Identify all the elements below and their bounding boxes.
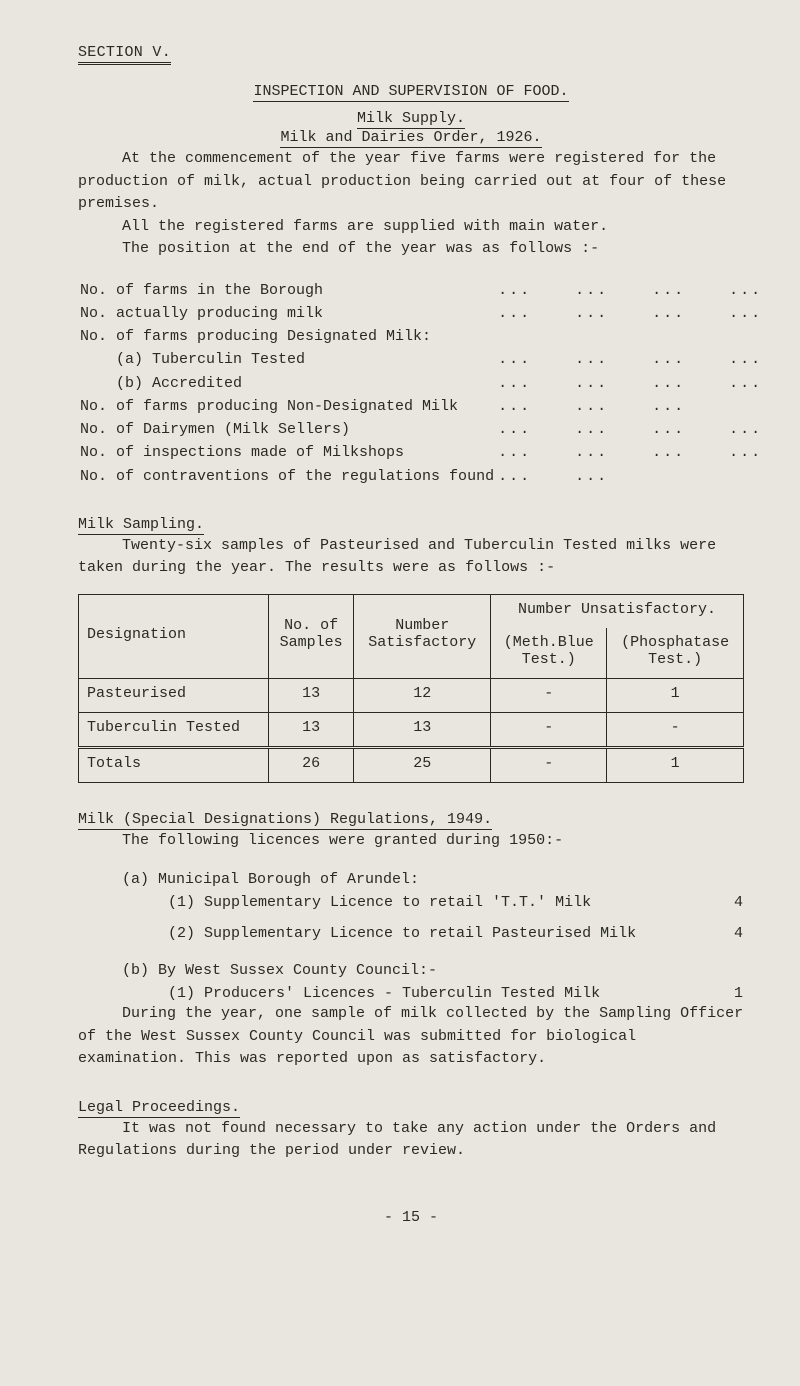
col-number-satisfactory: Number Satisfactory (354, 594, 491, 678)
para-legal: It was not found necessary to take any a… (78, 1118, 744, 1163)
para-intro: At the commencement of the year five far… (78, 148, 744, 216)
stats-row: No. of Dairymen (Milk Sellers)... ... ..… (78, 418, 800, 441)
col-number-l2: Satisfactory (368, 634, 476, 651)
stats-dots: ... ... ... (496, 395, 800, 418)
milk-regs-heading: Milk (Special Designations) Regulations,… (78, 811, 744, 830)
item-b: (b) By West Sussex County Council:- (78, 957, 744, 984)
col-phos: (Phosphatase Test.) (607, 628, 744, 679)
stats-row: (b) Accredited... ... ... ... ... ...1 (78, 372, 800, 395)
table-row: Pasteurised 13 12 - 1 (79, 678, 744, 712)
stats-row: No. of inspections made of Milkshops... … (78, 441, 800, 464)
item-b1-val: 1 (702, 984, 744, 1003)
cell-totals-meth: - (491, 747, 607, 782)
stats-dots: ... ... ... ... (496, 418, 800, 441)
legal-heading: Legal Proceedings. (78, 1099, 744, 1118)
para-licences: The following licences were granted duri… (78, 830, 744, 853)
cell-totals-satisfactory: 25 (354, 747, 491, 782)
stats-label: No. actually producing milk (78, 302, 496, 325)
cell-samples: 13 (268, 712, 354, 747)
milk-sampling-heading: Milk Sampling. (78, 516, 744, 535)
stats-label: No. of Dairymen (Milk Sellers) (78, 418, 496, 441)
title-dairies-order: Milk and Dairies Order, 1926. (78, 129, 744, 148)
stats-label: No. of contraventions of the regulations… (78, 465, 496, 488)
item-a2: (2) Supplementary Licence to retail Past… (78, 924, 702, 943)
milk-regs-heading-text: Milk (Special Designations) Regulations,… (78, 811, 492, 830)
stats-list: No. of farms in the Borough... ... ... .… (78, 279, 800, 488)
col-samples: No. of Samples (268, 594, 354, 678)
stats-label: No. of farms producing Non-Designated Mi… (78, 395, 496, 418)
para-supplied: All the registered farms are supplied wi… (78, 216, 744, 239)
stats-dots: ... ... (496, 465, 800, 488)
col-phos-l2: Test.) (648, 651, 702, 668)
stats-dots: ... ... ... ... ... ... (496, 372, 800, 395)
cell-totals-label: Totals (79, 747, 269, 782)
stats-dots: ... ... ... ... ... (496, 348, 800, 371)
para-sampling: Twenty-six samples of Pasteurised and Tu… (78, 535, 744, 580)
stats-row: (a) Tuberculin Tested... ... ... ... ...… (78, 348, 800, 371)
item-a: (a) Municipal Borough of Arundel: (78, 866, 744, 893)
title-milk-supply: Milk Supply. (78, 110, 744, 129)
stats-dots: ... ... ... ... ... (496, 279, 800, 302)
item-b1: (1) Producers' Licences - Tuberculin Tes… (78, 984, 702, 1003)
milk-sampling-heading-text: Milk Sampling. (78, 516, 204, 535)
item-a1-val: 4 (702, 893, 744, 912)
col-number-l1: Number (395, 617, 449, 634)
cell-meth: - (491, 712, 607, 747)
item-a2-val: 4 (702, 924, 744, 943)
stats-dots (496, 325, 800, 348)
stats-row: No. of farms in the Borough... ... ... .… (78, 279, 800, 302)
stats-label: No. of farms producing Designated Milk: (78, 325, 496, 348)
table-totals-row: Totals 26 25 - 1 (79, 747, 744, 782)
cell-meth: - (491, 678, 607, 712)
col-meth-l1: (Meth.Blue (504, 634, 594, 651)
col-meth-l2: Test.) (522, 651, 576, 668)
item-a1: (1) Supplementary Licence to retail 'T.T… (78, 893, 702, 912)
stats-label: (a) Tuberculin Tested (78, 348, 496, 371)
cell-satisfactory: 13 (354, 712, 491, 747)
para-position: The position at the end of the year was … (78, 238, 744, 261)
stats-row: No. actually producing milk... ... ... .… (78, 302, 800, 325)
para-during: During the year, one sample of milk coll… (78, 1003, 744, 1071)
cell-samples: 13 (268, 678, 354, 712)
stats-label: No. of inspections made of Milkshops (78, 441, 496, 464)
col-samples-l2: Samples (280, 634, 343, 651)
title-inspection-text: INSPECTION AND SUPERVISION OF FOOD. (253, 83, 568, 102)
title-inspection: INSPECTION AND SUPERVISION OF FOOD. (78, 83, 744, 102)
cell-designation: Pasteurised (79, 678, 269, 712)
col-phos-l1: (Phosphatase (621, 634, 729, 651)
section-label-text: SECTION V. (78, 44, 171, 65)
cell-totals-phos: 1 (607, 747, 744, 782)
licence-list-a: (1) Supplementary Licence to retail 'T.T… (78, 893, 744, 943)
col-meth: (Meth.Blue Test.) (491, 628, 607, 679)
col-samples-l1: No. of (284, 617, 338, 634)
cell-satisfactory: 12 (354, 678, 491, 712)
stats-row: No. of farms producing Non-Designated Mi… (78, 395, 800, 418)
stats-dots: ... ... ... ... ... (496, 302, 800, 325)
cell-designation: Tuberculin Tested (79, 712, 269, 747)
cell-phos: 1 (607, 678, 744, 712)
title-dairies-order-text: Milk and Dairies Order, 1926. (280, 129, 541, 148)
col-designation: Designation (79, 594, 269, 678)
legal-heading-text: Legal Proceedings. (78, 1099, 240, 1118)
document-page: SECTION V. INSPECTION AND SUPERVISION OF… (0, 0, 800, 1298)
cell-totals-samples: 26 (268, 747, 354, 782)
cell-phos: - (607, 712, 744, 747)
licence-list-b: (1) Producers' Licences - Tuberculin Tes… (78, 984, 744, 1003)
stats-row: No. of contraventions of the regulations… (78, 465, 800, 488)
stats-label: (b) Accredited (78, 372, 496, 395)
col-unsat: Number Unsatisfactory. (491, 594, 744, 628)
stats-label: No. of farms in the Borough (78, 279, 496, 302)
title-milk-supply-text: Milk Supply. (357, 110, 465, 129)
page-number: - 15 - (78, 1209, 744, 1226)
stats-row: No. of farms producing Designated Milk: (78, 325, 800, 348)
results-table: Designation No. of Samples Number Satisf… (78, 594, 744, 783)
table-row: Tuberculin Tested 13 13 - - (79, 712, 744, 747)
section-label: SECTION V. (78, 44, 744, 65)
stats-dots: ... ... ... ... (496, 441, 800, 464)
